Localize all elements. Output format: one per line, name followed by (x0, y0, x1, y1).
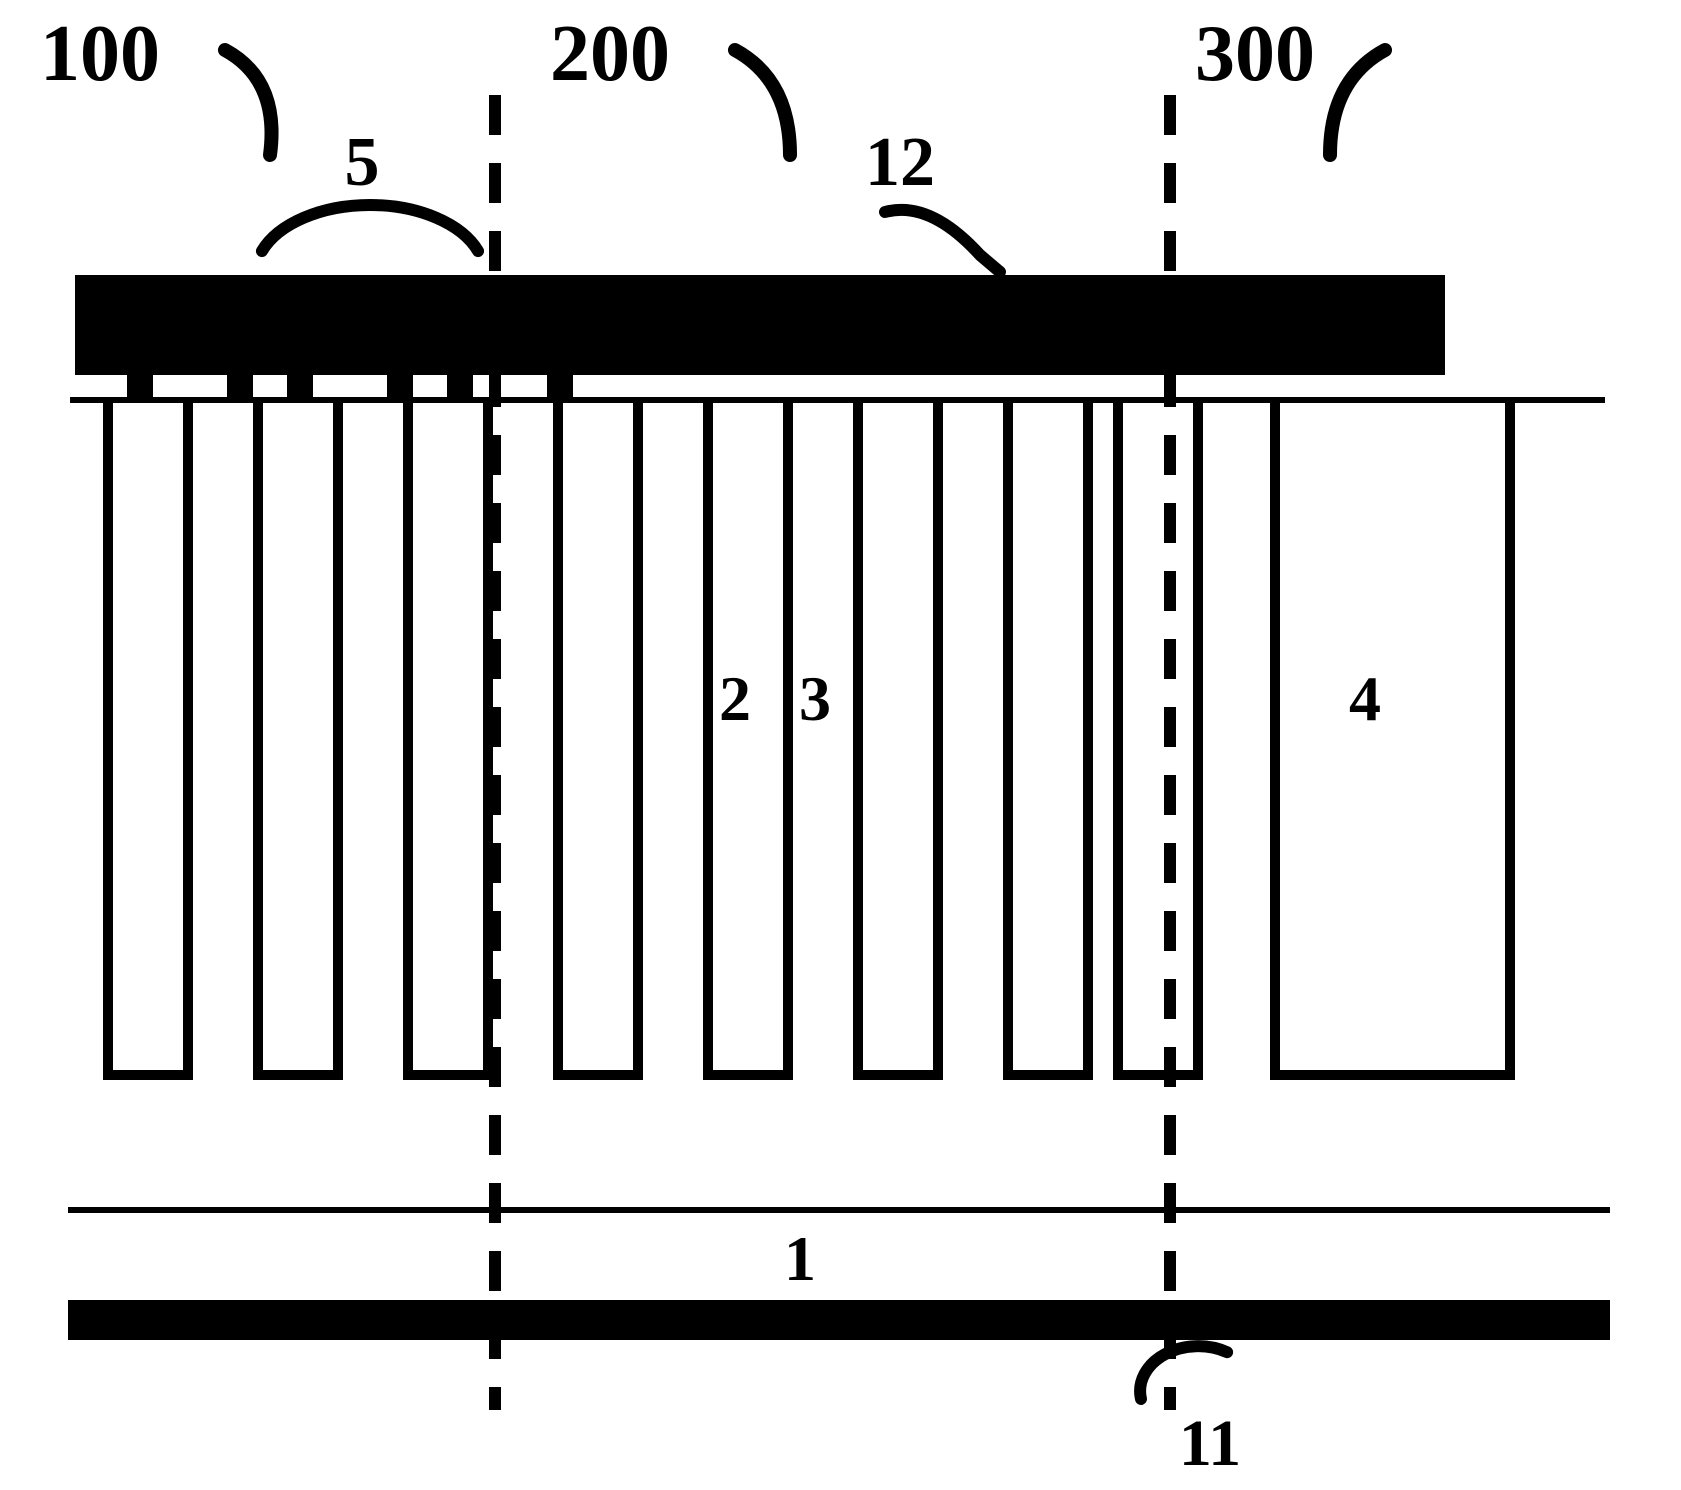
label-4: 4 (1349, 663, 1381, 734)
label-5: 5 (345, 124, 380, 201)
nub-3 (387, 375, 413, 400)
label-100: 100 (40, 10, 160, 98)
label-300: 300 (1195, 10, 1315, 98)
nub-2 (287, 375, 313, 400)
label-3: 3 (799, 663, 831, 734)
label-12: 12 (865, 124, 935, 201)
nub-0 (127, 375, 153, 400)
label-2: 2 (719, 663, 751, 734)
nub-5 (547, 375, 573, 400)
label-200: 200 (550, 10, 670, 98)
canvas-bg (0, 0, 1681, 1490)
label-11: 11 (1179, 1407, 1241, 1480)
label-1: 1 (784, 1223, 816, 1294)
nub-4 (447, 375, 473, 400)
top-bar (75, 275, 1445, 375)
nub-1 (227, 375, 253, 400)
bottom-bar (68, 1300, 1610, 1340)
